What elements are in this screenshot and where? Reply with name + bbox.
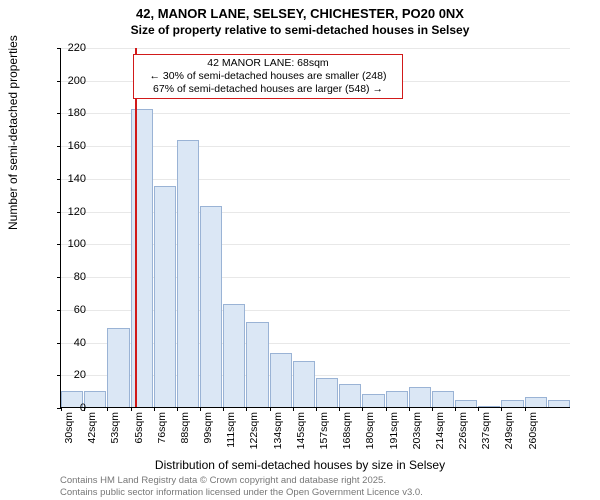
xtick-mark [316, 407, 317, 411]
ytick-label: 40 [56, 337, 86, 349]
xtick-label: 76sqm [156, 412, 168, 462]
histogram-bar [525, 397, 547, 407]
x-axis-label: Distribution of semi-detached houses by … [0, 458, 600, 472]
xtick-label: 134sqm [272, 412, 284, 462]
xtick-mark [525, 407, 526, 411]
histogram-bar [409, 387, 431, 407]
histogram-bar [131, 109, 153, 407]
reference-line [135, 48, 137, 407]
xtick-mark [386, 407, 387, 411]
xtick-label: 203sqm [411, 412, 423, 462]
xtick-label: 237sqm [480, 412, 492, 462]
xtick-label: 157sqm [318, 412, 330, 462]
histogram-bar [270, 353, 292, 407]
ytick-label: 200 [56, 75, 86, 87]
histogram-bar [246, 322, 268, 407]
ytick-label: 20 [56, 369, 86, 381]
xtick-label: 111sqm [225, 412, 237, 462]
ytick-label: 220 [56, 42, 86, 54]
xtick-label: 30sqm [63, 412, 75, 462]
xtick-mark [362, 407, 363, 411]
histogram-bar [177, 140, 199, 407]
ytick-label: 180 [56, 107, 86, 119]
xtick-mark [478, 407, 479, 411]
xtick-label: 214sqm [434, 412, 446, 462]
xtick-label: 65sqm [133, 412, 145, 462]
xtick-mark [154, 407, 155, 411]
xtick-mark [131, 407, 132, 411]
ytick-label: 60 [56, 304, 86, 316]
histogram-bar [478, 406, 500, 407]
histogram-bar [339, 384, 361, 407]
annotation-line-3: 67% of semi-detached houses are larger (… [138, 83, 398, 96]
footer-line-1: Contains HM Land Registry data © Crown c… [60, 475, 423, 486]
xtick-label: 191sqm [388, 412, 400, 462]
ytick-label: 80 [56, 271, 86, 283]
ytick-label: 100 [56, 238, 86, 250]
histogram-bar [362, 394, 384, 407]
xtick-label: 145sqm [295, 412, 307, 462]
xtick-label: 226sqm [457, 412, 469, 462]
xtick-mark [501, 407, 502, 411]
histogram-bar [223, 304, 245, 407]
xtick-label: 42sqm [86, 412, 98, 462]
histogram-bar [316, 378, 338, 407]
xtick-mark [270, 407, 271, 411]
xtick-label: 180sqm [364, 412, 376, 462]
xtick-mark [107, 407, 108, 411]
xtick-label: 88sqm [179, 412, 191, 462]
footer-attribution: Contains HM Land Registry data © Crown c… [60, 475, 423, 498]
xtick-mark [223, 407, 224, 411]
histogram-plot: 30sqm42sqm53sqm65sqm76sqm88sqm99sqm111sq… [60, 48, 570, 408]
histogram-bar [200, 206, 222, 407]
xtick-label: 249sqm [503, 412, 515, 462]
annotation-line-1: 42 MANOR LANE: 68sqm [138, 57, 398, 70]
xtick-label: 53sqm [109, 412, 121, 462]
xtick-mark [177, 407, 178, 411]
histogram-bar [432, 391, 454, 407]
histogram-bar [84, 391, 106, 407]
xtick-mark [200, 407, 201, 411]
xtick-mark [246, 407, 247, 411]
xtick-mark [339, 407, 340, 411]
annotation-box: 42 MANOR LANE: 68sqm← 30% of semi-detach… [133, 54, 403, 99]
xtick-label: 260sqm [527, 412, 539, 462]
xtick-mark [293, 407, 294, 411]
gridline [61, 48, 570, 49]
ytick-label: 0 [56, 402, 86, 414]
annotation-line-2: ← 30% of semi-detached houses are smalle… [138, 70, 398, 83]
xtick-label: 168sqm [341, 412, 353, 462]
xtick-mark [455, 407, 456, 411]
page-title: 42, MANOR LANE, SELSEY, CHICHESTER, PO20… [0, 6, 600, 23]
histogram-bar [154, 186, 176, 407]
ytick-label: 140 [56, 173, 86, 185]
xtick-mark [432, 407, 433, 411]
footer-line-2: Contains public sector information licen… [60, 487, 423, 498]
histogram-bar [293, 361, 315, 407]
xtick-label: 99sqm [202, 412, 214, 462]
histogram-bar [107, 328, 129, 407]
histogram-bar [455, 400, 477, 407]
histogram-bar [501, 400, 523, 407]
histogram-bar [548, 400, 570, 407]
ytick-label: 120 [56, 206, 86, 218]
xtick-mark [409, 407, 410, 411]
ytick-label: 160 [56, 140, 86, 152]
page-subtitle: Size of property relative to semi-detach… [0, 23, 600, 39]
xtick-label: 122sqm [248, 412, 260, 462]
histogram-bar [386, 391, 408, 407]
y-axis-label: Number of semi-detached properties [6, 35, 20, 230]
